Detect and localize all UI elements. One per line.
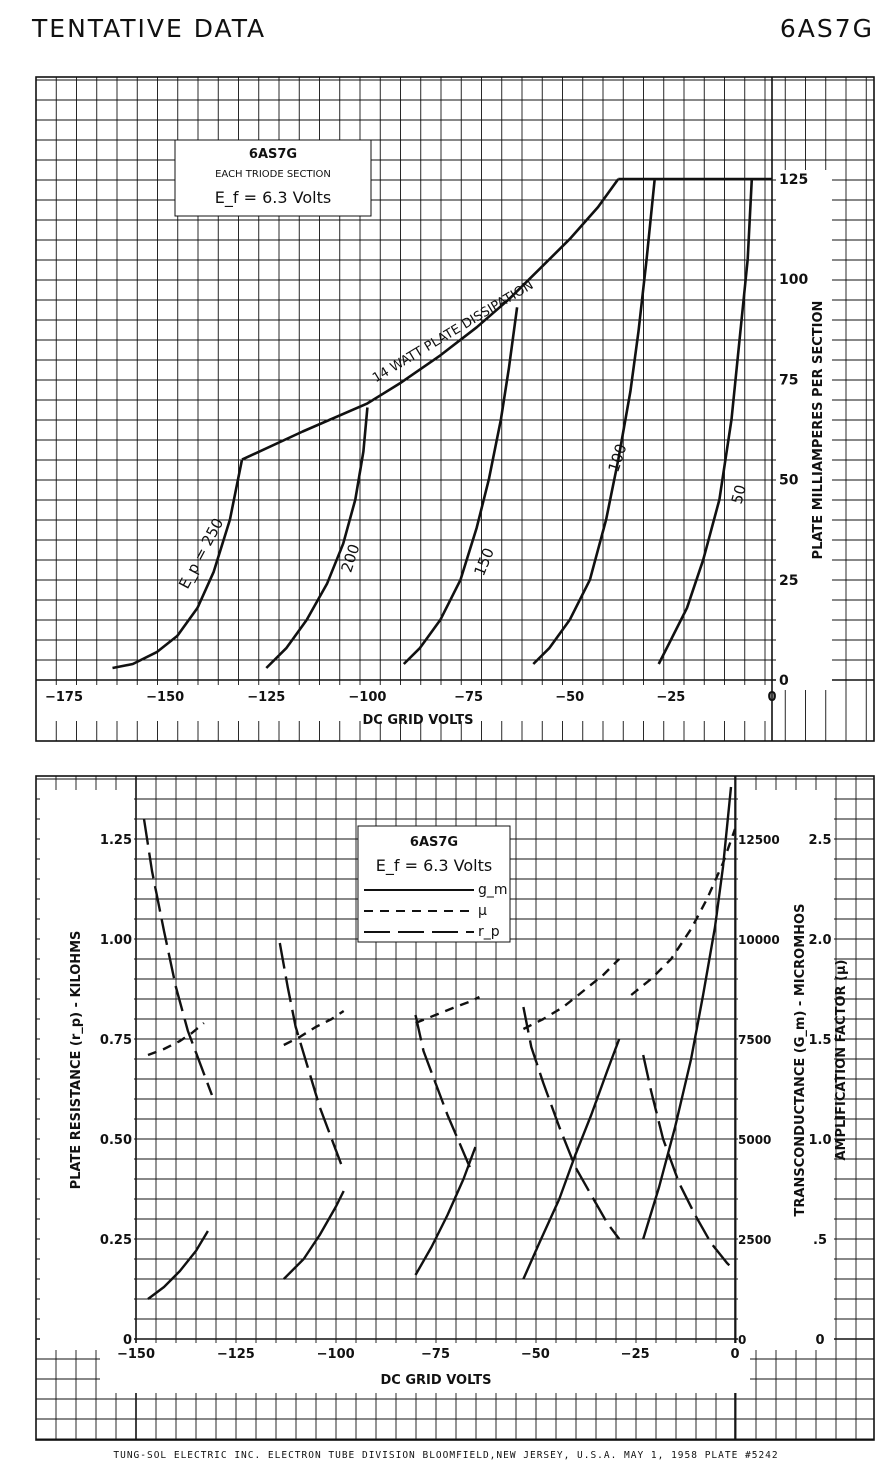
gm-tick-label: 2500 <box>738 1233 771 1247</box>
mu-curve-5 <box>630 828 737 996</box>
gm-curve-2 <box>282 1190 345 1280</box>
gm-tick-label: 5000 <box>738 1133 771 1147</box>
curve-label-150: 150 <box>470 545 497 578</box>
gm-tick-label: 7500 <box>738 1033 771 1047</box>
rp-curve-2 <box>278 942 345 1172</box>
gm-tick-label: 12500 <box>738 833 780 847</box>
curve-label-50: 50 <box>728 483 750 506</box>
y-tick-label: 75 <box>779 372 798 388</box>
rp-tick-label: 0 <box>123 1333 132 1348</box>
chart2-title: 6AS7G <box>410 835 458 850</box>
x-tick-label: −175 <box>45 690 83 705</box>
gm-curve-5 <box>642 786 733 1240</box>
x2-tick-label: −125 <box>217 1347 255 1362</box>
x-tick-label: −75 <box>454 690 483 705</box>
x2-tick-label: −150 <box>117 1347 155 1362</box>
plate-current-chart: −175 −150 −125 −100 −75 −50 −25 0 DC GRID VOLTS 0… <box>35 76 875 742</box>
rp-tick-label: 1.25 <box>100 833 132 848</box>
legend-label: μ <box>478 903 487 919</box>
x-axis-label: DC GRID VOLTS <box>363 713 474 728</box>
x-tick-label: −150 <box>146 690 184 705</box>
chart-title: 6AS7G <box>249 147 297 162</box>
title-box <box>174 139 372 217</box>
mu-tick-label: 1.0 <box>808 1133 831 1148</box>
mu-curve-4 <box>522 958 621 1031</box>
x-tick-label: −125 <box>247 690 285 705</box>
y-tick-label: 0 <box>779 673 789 689</box>
gm-curve-4 <box>522 1038 621 1280</box>
y-tick-label: 100 <box>779 272 808 288</box>
rp-tick-label: 1.00 <box>100 933 132 948</box>
dissipation-curve <box>241 178 620 461</box>
y-tick-label: 50 <box>779 473 799 489</box>
mu-tick-label: 0 <box>815 1333 824 1348</box>
curve-ep-50 <box>657 178 754 665</box>
rp-curve-1 <box>142 818 214 1096</box>
rp-axis-label: PLATE RESISTANCE (r_p) - KILOHMS <box>69 931 84 1190</box>
header-left-title: TENTATIVE DATA <box>32 14 267 43</box>
x2-axis-label: DC GRID VOLTS <box>381 1373 492 1388</box>
mu-tick-label: 2.5 <box>808 833 831 848</box>
legend-box <box>357 825 511 943</box>
rp-tick-label: 0.75 <box>100 1033 132 1048</box>
curve-label-100: 100 <box>605 442 631 475</box>
characteristics-chart: −150 −125 −100 −75 −50 −25 0 DC GRID VOLTS 0 0.25… <box>35 775 875 1441</box>
x-tick-label: −50 <box>555 690 584 705</box>
rp-curve-4 <box>522 1006 621 1240</box>
y-tick-label: 125 <box>779 172 808 188</box>
x2-tick-label: −25 <box>621 1347 650 1362</box>
chart2-condition: E_f = 6.3 Volts <box>376 856 492 876</box>
x-tick-label: −25 <box>656 690 685 705</box>
legend-label: g_m <box>478 882 508 898</box>
rp-curve-5 <box>642 1054 736 1272</box>
header-tube-type: 6AS7G <box>779 14 874 43</box>
y-tick-label: 25 <box>779 573 798 589</box>
y-axis-label: PLATE MILLIAMPERES PER SECTION <box>811 301 826 560</box>
mu-tick-label: .5 <box>813 1233 827 1248</box>
gm-tick-label: 10000 <box>738 933 780 947</box>
mu-axis-label: AMPLIFICATION FACTOR (μ) <box>834 959 849 1160</box>
dissipation-label: 14 WATT PLATE DISSIPATION <box>370 278 536 386</box>
mu-tick-label: 1.5 <box>808 1033 831 1048</box>
chart-condition: E_f = 6.3 Volts <box>215 188 331 208</box>
legend-label: r_p <box>478 924 500 940</box>
x-label-area <box>38 685 771 721</box>
gm-curve-3 <box>414 1146 477 1276</box>
mu-tick-label: 2.0 <box>808 933 831 948</box>
curve-ep-100 <box>532 178 656 665</box>
x-tick-label: 0 <box>767 690 776 705</box>
right-label-area <box>738 790 834 1350</box>
curve-ep-150 <box>402 307 519 665</box>
rp-tick-label: 0.50 <box>100 1133 132 1148</box>
chart1-border <box>35 76 875 742</box>
gm-curve-1 <box>147 1230 209 1300</box>
mu-curve-2 <box>283 1010 345 1047</box>
x-tick-label: −100 <box>348 690 386 705</box>
mu-curve-1 <box>147 1022 205 1057</box>
chart-subtitle: EACH TRIODE SECTION <box>215 169 331 180</box>
footer-credit: TUNG-SOL ELECTRIC INC. ELECTRON TUBE DIV… <box>113 1450 779 1461</box>
x2-tick-label: 0 <box>730 1347 739 1362</box>
x2-tick-label: −100 <box>317 1347 355 1362</box>
y-label-area <box>776 170 832 690</box>
x2-tick-label: −50 <box>521 1347 550 1362</box>
x2-label-area <box>100 1343 750 1393</box>
rp-tick-label: 0.25 <box>100 1233 132 1248</box>
gm-axis-label: TRANSCONDUCTANCE (G_m) - MICROMHOS <box>793 904 808 1217</box>
x2-tick-label: −75 <box>421 1347 450 1362</box>
gm-tick-label: 0 <box>738 1333 746 1347</box>
curve-ep-250 <box>112 459 244 670</box>
curve-ep-200 <box>265 407 369 669</box>
left-label-area <box>40 790 134 1350</box>
rp-curve-3 <box>414 1014 473 1172</box>
